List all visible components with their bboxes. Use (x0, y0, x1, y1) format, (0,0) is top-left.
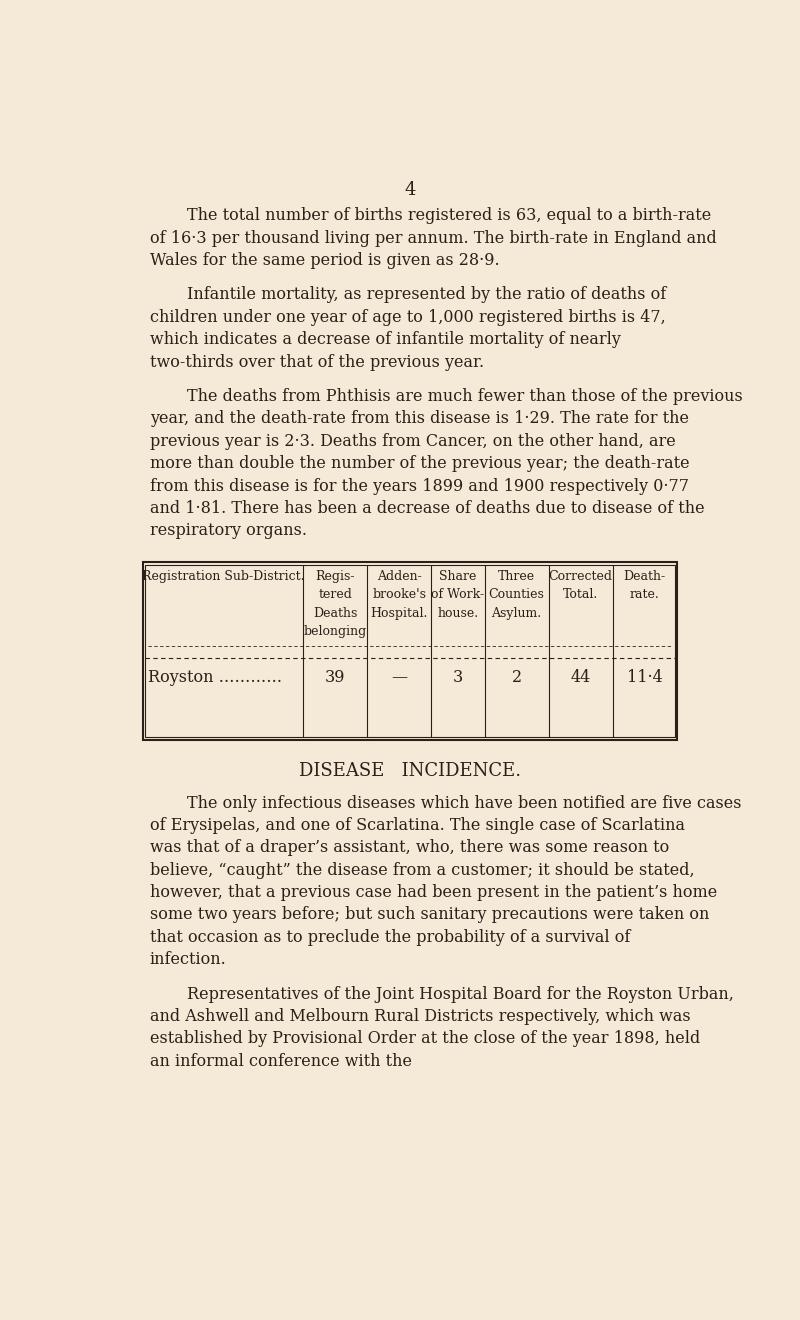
Text: that occasion as to preclude the probability of a survival of: that occasion as to preclude the probabi… (150, 929, 630, 946)
Text: some two years before; but such sanitary precautions were taken on: some two years before; but such sanitary… (150, 907, 709, 924)
Text: Asylum.: Asylum. (491, 607, 542, 619)
Text: Three: Three (498, 570, 535, 583)
Text: Regis-: Regis- (316, 570, 355, 583)
Bar (143, 562, 677, 739)
Text: The total number of births registered is 63, equal to a birth-rate: The total number of births registered is… (187, 207, 711, 224)
Text: Counties: Counties (489, 589, 545, 602)
Text: of Erysipelas, and one of Scarlatina. The single case of Scarlatina: of Erysipelas, and one of Scarlatina. Th… (150, 817, 685, 834)
Text: from this disease is for the years 1899 and 1900 respectively 0·77: from this disease is for the years 1899 … (150, 478, 689, 495)
Text: brooke's: brooke's (372, 589, 426, 602)
Text: more than double the number of the previous year; the death-rate: more than double the number of the previ… (150, 455, 690, 473)
Text: 4: 4 (404, 181, 416, 199)
Text: Registration Sub-District.: Registration Sub-District. (142, 570, 305, 583)
Text: 11·4: 11·4 (626, 669, 662, 685)
Text: of 16·3 per thousand living per annum. The birth-rate in England and: of 16·3 per thousand living per annum. T… (150, 230, 716, 247)
Text: Wales for the same period is given as 28·9.: Wales for the same period is given as 28… (150, 252, 499, 269)
Text: two-thirds over that of the previous year.: two-thirds over that of the previous yea… (150, 354, 484, 371)
Text: was that of a draper’s assistant, who, there was some reason to: was that of a draper’s assistant, who, t… (150, 840, 669, 857)
Text: 2: 2 (511, 669, 522, 685)
Text: The only infectious diseases which have been notified are five cases: The only infectious diseases which have … (187, 795, 742, 812)
Text: and Ashwell and Melbourn Rural Districts respectively, which was: and Ashwell and Melbourn Rural Districts… (150, 1008, 690, 1026)
Bar (146, 565, 674, 737)
Text: tered: tered (318, 589, 352, 602)
Text: The deaths from Phthisis are much fewer than those of the previous: The deaths from Phthisis are much fewer … (187, 388, 742, 405)
Text: established by Provisional Order at the close of the year 1898, held: established by Provisional Order at the … (150, 1031, 700, 1048)
Text: respiratory organs.: respiratory organs. (150, 523, 306, 540)
Text: Deaths: Deaths (313, 607, 358, 619)
Text: Death-: Death- (623, 570, 666, 583)
Text: previous year is 2·3. Deaths from Cancer, on the other hand, are: previous year is 2·3. Deaths from Cancer… (150, 433, 675, 450)
Text: which indicates a decrease of infantile mortality of nearly: which indicates a decrease of infantile … (150, 331, 621, 348)
Text: Representatives of the Joint Hospital Board for the Royston Urban,: Representatives of the Joint Hospital Bo… (187, 986, 734, 1003)
Text: DISEASE   INCIDENCE.: DISEASE INCIDENCE. (299, 762, 521, 780)
Text: 39: 39 (325, 669, 346, 685)
Text: year, and the death-rate from this disease is 1·29. The rate for the: year, and the death-rate from this disea… (150, 411, 689, 428)
Text: 44: 44 (570, 669, 590, 685)
Text: of Work-: of Work- (431, 589, 485, 602)
Text: Corrected: Corrected (549, 570, 613, 583)
Text: and 1·81. There has been a decrease of deaths due to disease of the: and 1·81. There has been a decrease of d… (150, 500, 704, 517)
Text: 3: 3 (453, 669, 463, 685)
Text: Royston …………: Royston ………… (148, 669, 282, 685)
Text: belonging: belonging (304, 624, 367, 638)
Text: Share: Share (439, 570, 477, 583)
Text: Hospital.: Hospital. (370, 607, 428, 619)
Text: however, that a previous case had been present in the patient’s home: however, that a previous case had been p… (150, 884, 717, 902)
Text: an informal conference with the: an informal conference with the (150, 1053, 412, 1069)
Text: house.: house. (438, 607, 478, 619)
Text: —: — (391, 669, 407, 685)
Text: children under one year of age to 1,000 registered births is 47,: children under one year of age to 1,000 … (150, 309, 666, 326)
Text: Infantile mortality, as represented by the ratio of deaths of: Infantile mortality, as represented by t… (187, 286, 666, 304)
Text: rate.: rate. (630, 589, 659, 602)
Text: infection.: infection. (150, 952, 226, 968)
Text: Adden-: Adden- (377, 570, 422, 583)
Text: Total.: Total. (563, 589, 598, 602)
Text: believe, “caught” the disease from a customer; it should be stated,: believe, “caught” the disease from a cus… (150, 862, 694, 879)
